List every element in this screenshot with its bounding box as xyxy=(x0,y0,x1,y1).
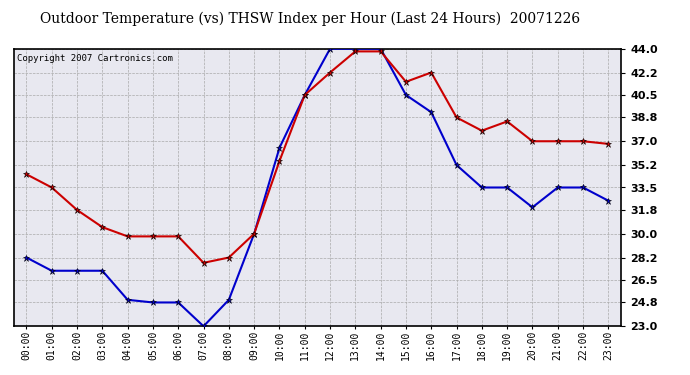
Text: Copyright 2007 Cartronics.com: Copyright 2007 Cartronics.com xyxy=(17,54,172,63)
Text: Outdoor Temperature (vs) THSW Index per Hour (Last 24 Hours)  20071226: Outdoor Temperature (vs) THSW Index per … xyxy=(41,11,580,26)
